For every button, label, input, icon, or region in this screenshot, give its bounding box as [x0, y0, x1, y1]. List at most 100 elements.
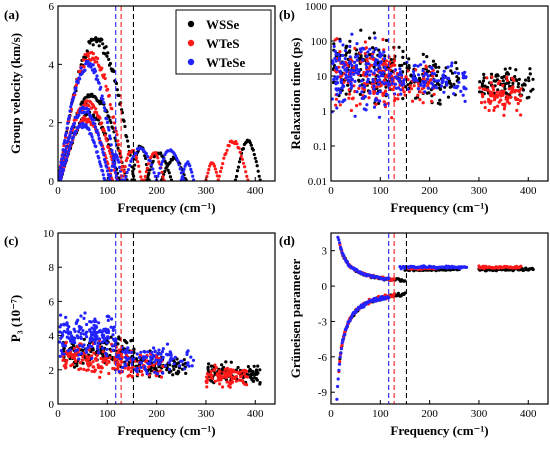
data-point-wtese [375, 91, 379, 96]
data-point-wtese [78, 343, 82, 347]
data-point-wtese [355, 63, 359, 68]
data-point-wtese [334, 59, 338, 63]
data-point-wtese [127, 356, 131, 360]
data-point-wtes [125, 156, 129, 160]
data-point-wsse [438, 102, 442, 106]
data-point-wtese [116, 355, 120, 359]
data-point-wtes [117, 143, 121, 147]
data-point-wtes [367, 66, 371, 70]
y-tick-label: 1000 [305, 1, 328, 13]
data-point-wtese [105, 169, 110, 173]
data-point-wtese [331, 59, 335, 63]
data-point-wtes [406, 78, 410, 82]
data-point-wtese [132, 154, 136, 158]
data-point-wtes [100, 365, 104, 369]
data-point-wsse [494, 74, 498, 78]
data-point-wsse [130, 178, 134, 181]
legend: WSSe WTeS WTeSe [175, 9, 272, 75]
data-point-wtes [334, 103, 338, 107]
data-point-wtes [519, 87, 523, 91]
data-point-wsse [125, 341, 129, 345]
data-point-wsse [62, 349, 66, 353]
x-tick-label: 300 [471, 408, 488, 420]
data-point-wtese [411, 76, 415, 80]
data-point-wtese [335, 92, 339, 96]
data-point-wtese [90, 135, 94, 139]
data-point-wtese [352, 72, 356, 76]
data-point-wtese [365, 65, 369, 69]
data-point-wsse [249, 369, 253, 373]
data-point-wtese [108, 178, 112, 181]
data-point-wtes [347, 92, 352, 96]
data-point-wtese [152, 346, 156, 350]
data-point-wtese [412, 69, 416, 74]
data-point-wsse [171, 373, 175, 377]
data-point-wtese [72, 91, 77, 95]
data-point-wtese [93, 122, 97, 126]
data-point-wsse [505, 92, 509, 96]
data-point-wtes [483, 100, 487, 104]
data-point-wtese [355, 54, 359, 58]
data-point-wtese [67, 146, 72, 150]
data-point-wtese [144, 152, 148, 156]
data-point-wtese [63, 148, 68, 152]
data-point-wsse [174, 364, 178, 368]
data-point-wtes [116, 139, 120, 143]
data-point-wtes [100, 66, 104, 70]
data-point-wtese [72, 327, 76, 331]
data-point-wtese [95, 347, 100, 351]
data-point-wtes [391, 63, 395, 67]
data-point-wtese [444, 80, 449, 84]
data-point-wtese [78, 327, 82, 331]
data-point-wtese [121, 350, 125, 354]
data-point-wtes [146, 162, 151, 166]
data-point-wtese [124, 364, 128, 368]
data-point-wtese [125, 358, 129, 362]
data-point-wtese [105, 341, 109, 345]
data-point-wtese [334, 52, 338, 56]
x-tick-label: 0 [55, 185, 61, 197]
data-point-wtes [409, 87, 414, 91]
data-point-wtese [95, 337, 99, 341]
data-point-wtese [421, 68, 425, 73]
data-point-wtes [497, 100, 501, 104]
data-point-wsse [434, 65, 438, 69]
data-point-wtese [85, 335, 89, 339]
data-point-wsse [448, 85, 452, 89]
data-point-wtes [219, 374, 223, 378]
data-point-wtese [338, 39, 342, 43]
panel-3: 0 100 200 300 400 -9 -6 -3 0 3 Frequency (cm⁻¹) Grü… [279, 232, 549, 438]
data-point-wtese [68, 133, 72, 137]
data-point-wtese [348, 319, 352, 323]
data-point-wsse [134, 357, 138, 361]
data-point-wtes [209, 376, 213, 380]
data-point-wsse [133, 163, 137, 167]
y-tick-label: -6 [318, 352, 328, 364]
data-point-wtese [173, 154, 178, 158]
data-point-wtes [102, 129, 106, 133]
data-point-wtese [63, 344, 67, 348]
data-point-wtese [364, 108, 368, 112]
data-point-wsse [252, 379, 256, 383]
data-point-wtes [105, 362, 109, 366]
data-point-wtese [98, 160, 102, 164]
data-point-wtes [496, 104, 500, 108]
data-point-wtes [518, 99, 523, 103]
data-point-wtes [225, 380, 229, 384]
axes-frame [57, 5, 276, 182]
data-point-wtese [66, 151, 70, 155]
data-point-wsse [168, 160, 172, 164]
data-point-wsse [241, 147, 245, 151]
data-point-wtes [224, 371, 228, 375]
data-point-wtese [372, 84, 376, 88]
data-point-wsse [528, 72, 532, 76]
y-axis-title: Group velocity (km/s) [8, 33, 23, 154]
panel-label: (a) [4, 7, 19, 22]
data-point-wtese [339, 351, 343, 355]
data-point-wsse [160, 178, 164, 181]
data-point-wtese [183, 367, 187, 371]
data-point-wsse [523, 83, 527, 87]
data-point-wtese [141, 355, 146, 359]
data-point-wtese [120, 178, 124, 181]
data-point-wtese [350, 68, 354, 72]
